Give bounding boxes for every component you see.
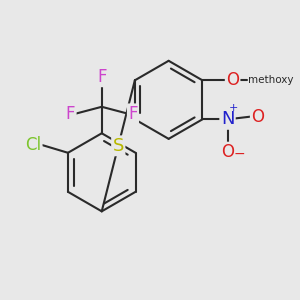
Text: F: F bbox=[97, 68, 106, 86]
Text: S: S bbox=[112, 137, 124, 155]
Text: +: + bbox=[229, 103, 238, 113]
Text: methoxy: methoxy bbox=[0, 299, 1, 300]
Text: Cl: Cl bbox=[25, 136, 41, 154]
Text: F: F bbox=[128, 105, 138, 123]
Text: O: O bbox=[221, 143, 234, 161]
Text: F: F bbox=[66, 105, 75, 123]
Text: N: N bbox=[221, 110, 234, 128]
Text: O: O bbox=[251, 108, 264, 126]
Text: methoxy: methoxy bbox=[248, 75, 294, 85]
Text: O: O bbox=[226, 71, 239, 89]
Text: −: − bbox=[234, 146, 245, 161]
